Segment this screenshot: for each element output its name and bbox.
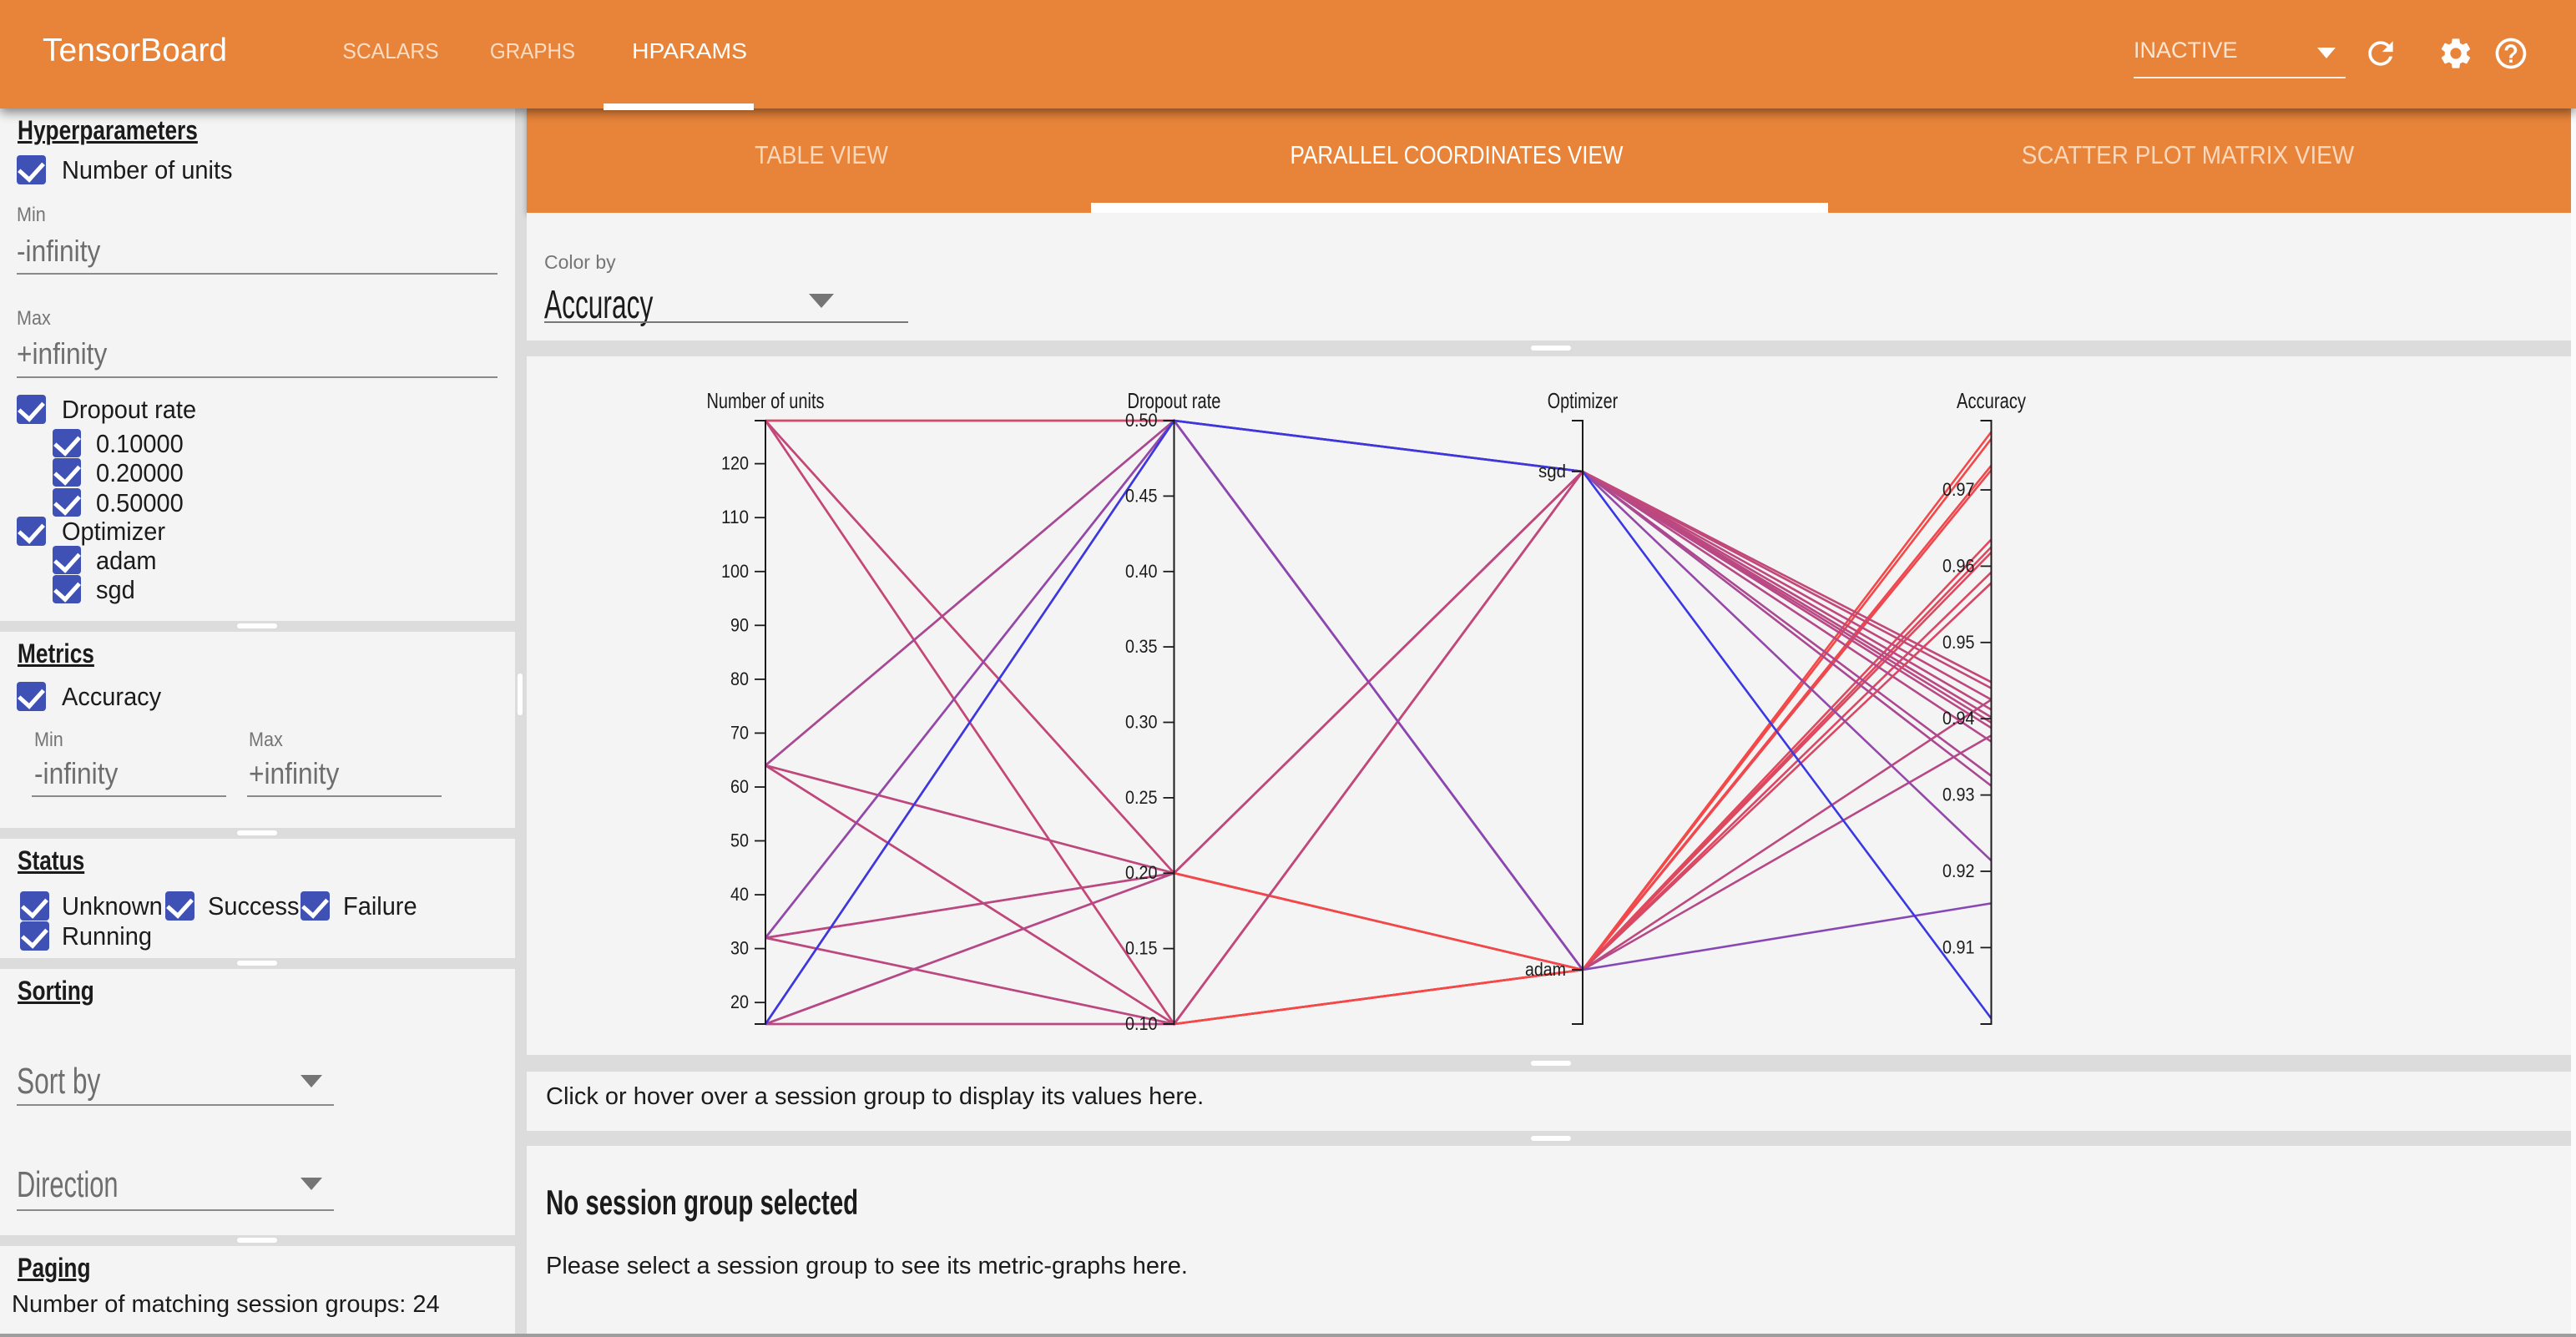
- svg-text:80: 80: [730, 668, 749, 689]
- svg-text:90: 90: [730, 614, 749, 635]
- svg-text:0.94: 0.94: [1942, 708, 1975, 729]
- svg-text:0.91: 0.91: [1942, 936, 1975, 957]
- svg-text:40: 40: [730, 884, 749, 905]
- svg-text:0.15: 0.15: [1125, 938, 1158, 959]
- svg-text:30: 30: [730, 938, 749, 959]
- svg-text:0.25: 0.25: [1125, 787, 1158, 808]
- svg-text:0.93: 0.93: [1942, 785, 1975, 805]
- svg-text:Number of units: Number of units: [707, 388, 825, 413]
- svg-text:110: 110: [721, 507, 749, 527]
- svg-text:0.10: 0.10: [1125, 1013, 1158, 1034]
- svg-text:60: 60: [730, 776, 749, 797]
- svg-text:sgd: sgd: [1538, 461, 1566, 482]
- svg-text:20: 20: [730, 991, 749, 1012]
- svg-text:0.95: 0.95: [1942, 632, 1975, 653]
- svg-text:0.96: 0.96: [1942, 555, 1975, 576]
- svg-text:0.20: 0.20: [1125, 862, 1158, 883]
- svg-text:50: 50: [730, 830, 749, 851]
- svg-text:0.35: 0.35: [1125, 636, 1158, 657]
- svg-text:0.50: 0.50: [1125, 410, 1158, 431]
- svg-text:0.92: 0.92: [1942, 860, 1975, 881]
- svg-text:0.45: 0.45: [1125, 485, 1158, 506]
- svg-text:Optimizer: Optimizer: [1548, 388, 1619, 413]
- svg-text:Dropout rate: Dropout rate: [1128, 388, 1221, 413]
- svg-text:70: 70: [730, 722, 749, 743]
- svg-text:100: 100: [721, 561, 749, 582]
- svg-text:0.40: 0.40: [1125, 561, 1158, 582]
- svg-text:120: 120: [721, 453, 749, 474]
- svg-text:Accuracy: Accuracy: [1957, 388, 2026, 413]
- svg-text:adam: adam: [1525, 959, 1566, 980]
- svg-text:0.97: 0.97: [1942, 479, 1975, 500]
- svg-text:0.30: 0.30: [1125, 712, 1158, 733]
